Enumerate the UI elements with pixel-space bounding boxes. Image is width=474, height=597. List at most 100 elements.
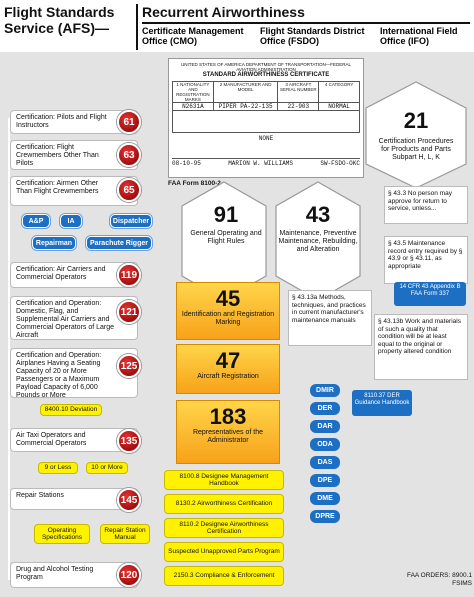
cert-date: 08-10-95 [172, 160, 201, 167]
hex-91-num: 91 [213, 202, 239, 227]
note-43-13b: § 43.13b Work and materials of such a qu… [374, 314, 468, 380]
part-45-num: 45 [215, 286, 241, 311]
part-47-label: Aircraft Registration [197, 373, 259, 380]
part-183-label: Representatives of the Administrator [192, 429, 264, 444]
cert-title: STANDARD AIRWORTHINESS CERTIFICATE [202, 72, 330, 78]
cert-sign-row: 08-10-95 MARION W. WILLIAMS SW-FSDO-OKC [172, 158, 360, 167]
doc-repair-station-manual: Repair Station Manual [100, 524, 150, 544]
part-63-badge: 63 [117, 143, 141, 167]
role-ia: IA [60, 214, 82, 228]
cert-h1: 1 NATIONALITY AND REGISTRATION MARKS [173, 82, 214, 102]
header-fsdo: Flight Standards District Office (FSDO) [260, 26, 365, 46]
card-135-text: Air Taxi Operators and Commercial Operat… [16, 432, 87, 447]
designee-das: DAS [310, 456, 340, 469]
cert-v1: N2631A [173, 103, 214, 110]
cert-dept: UNITED STATES OF AMERICA DEPARTMENT OF T… [180, 62, 352, 72]
hex-21 [365, 81, 467, 189]
hexagon-21-shape [365, 81, 467, 189]
role-ap: A&P [22, 214, 50, 228]
designee-oda: ODA [310, 438, 340, 451]
cert-v4: NORMAL [328, 103, 350, 110]
cert-form-number: FAA Form 8100-2 [168, 180, 221, 187]
cert-v3: 22-903 [278, 103, 320, 110]
hex-21-label: Certification Procedures for Products an… [378, 138, 454, 161]
part-119-badge: 119 [117, 263, 141, 287]
card-63-text: Certification: Flight Crewmembers Other … [16, 144, 99, 167]
doc-2150-3: 2150.3 Compliance & Enforcement [164, 566, 284, 586]
part-183-num: 183 [209, 404, 247, 429]
role-dispatcher: Dispatcher [110, 214, 152, 228]
designee-dpre: DPRE [310, 510, 340, 523]
part-65-num: 65 [123, 184, 135, 196]
note-43-13a-text: § 43.13a Methods, techniques, and practi… [292, 294, 366, 324]
cert-header-row: 1 NATIONALITY AND REGISTRATION MARKS 2 M… [172, 81, 360, 103]
part-47-box: 47 Aircraft Registration [176, 344, 280, 394]
designee-der: DER [310, 402, 340, 415]
card-125-text: Certification and Operation: Airplanes H… [16, 352, 102, 399]
card-61-text: Certification: Pilots and Flight Instruc… [16, 114, 107, 129]
part-45-label: Identification and Registration Marking [181, 311, 275, 326]
role-parachute-rigger: Parachute Rigger [86, 236, 152, 250]
cert-exceptions: NONE [258, 135, 274, 142]
designee-dpe: DPE [310, 474, 340, 487]
card-part-120: Drug and Alcohol Testing Program [10, 562, 138, 588]
part-125-badge: 125 [117, 354, 141, 378]
hexagon-shapes [181, 181, 361, 301]
card-119-text: Certification: Air Carriers and Commerci… [16, 266, 106, 281]
card-part-121: Certification and Operation: Domestic, F… [10, 296, 138, 340]
card-121-text: Certification and Operation: Domestic, F… [16, 300, 115, 339]
designee-dme: DME [310, 492, 340, 505]
part-63-num: 63 [123, 149, 135, 161]
role-repairman: Repairman [32, 236, 76, 250]
doc-8110-2: 8110.2 Designee Airworthiness Certificat… [164, 518, 284, 538]
doc-operating-specs: Operating Specifications [34, 524, 90, 544]
part-65-badge: 65 [117, 178, 141, 202]
note-43-5-text: § 43.5 Maintenance record entry required… [388, 240, 463, 270]
tag-10-or-more: 10 or More [86, 462, 128, 474]
note-43-3-text: § 43.3 No person may approve for return … [388, 190, 452, 212]
header-cmo: Certificate Management Office (CMO) [142, 26, 244, 46]
part-135-num: 135 [120, 435, 138, 447]
card-part-63: Certification: Flight Crewmembers Other … [10, 140, 138, 170]
header-ifo: International Field Office (IFO) [380, 26, 458, 46]
hex-91-label: General Operating and Flight Rules [190, 230, 262, 245]
left-connector [8, 118, 10, 580]
part-125-num: 125 [120, 360, 138, 372]
part-45-box: 45 Identification and Registration Marki… [176, 282, 280, 340]
cert-value-row: N2631A PIPER PA-22-135 22-903 NORMAL [172, 103, 360, 111]
faa-orders-footer: FAA ORDERS: 8900.1 FSIMS [406, 572, 472, 587]
cert-h3: 3 AIRCRAFT SERIAL NUMBER [278, 82, 320, 102]
card-145-text: Repair Stations [16, 492, 64, 499]
hex-43-label: Maintenance, Preventive Maintenance, Reb… [278, 230, 358, 253]
hex-43-num: 43 [305, 202, 331, 227]
header-rule [142, 22, 470, 24]
tag-9-or-less: 9 or Less [38, 462, 78, 474]
card-120-text: Drug and Alcohol Testing Program [16, 566, 94, 581]
doc-8100-8: 8100.8 Designee Management Handbook [164, 470, 284, 490]
card-part-125: Certification and Operation: Airplanes H… [10, 348, 138, 399]
cert-v2: PIPER PA-22-135 [214, 103, 279, 110]
doc-sup-program: Suspected Unapproved Parts Program [164, 542, 284, 562]
part-120-badge: 120 [117, 563, 141, 587]
part-145-num: 145 [120, 494, 138, 506]
cert-terms [172, 142, 360, 158]
card-part-135: Air Taxi Operators and Commercial Operat… [10, 428, 138, 452]
part-145-badge: 145 [117, 488, 141, 512]
designee-dar: DAR [310, 420, 340, 433]
cert-h4: 4 CATEGORY [324, 82, 354, 87]
card-part-119: Certification: Air Carriers and Commerci… [10, 262, 138, 288]
note-43-13b-text: § 43.13b Work and materials of such a qu… [378, 318, 461, 355]
part-47-num: 47 [215, 348, 241, 373]
note-43-13a: § 43.13a Methods, techniques, and practi… [288, 290, 372, 346]
note-43-3: § 43.3 No person may approve for return … [384, 186, 468, 224]
part-183-box: 183 Representatives of the Administrator [176, 400, 280, 464]
part-119-num: 119 [120, 269, 138, 281]
part-121-num: 121 [120, 306, 138, 318]
card-65-text: Certification: Airmen Other Than Flight … [16, 180, 99, 195]
designee-dmir: DMIR [310, 384, 340, 397]
part-61-num: 61 [123, 116, 135, 128]
part-135-badge: 135 [117, 429, 141, 453]
cert-signer: MARION W. WILLIAMS [228, 160, 293, 167]
cert-body [172, 111, 360, 133]
appendix-b-box: 14 CFR 43 Appendix B FAA Form 337 [394, 282, 466, 306]
